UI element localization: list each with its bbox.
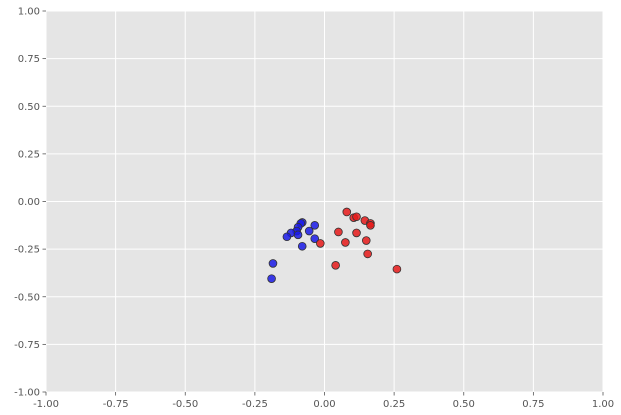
x-tick-label: -1.00 bbox=[33, 399, 59, 410]
scatter-point-series-1 bbox=[352, 212, 361, 222]
data-points bbox=[267, 207, 402, 283]
scatter-point-series-1 bbox=[392, 264, 402, 274]
y-tick-label: 0.00 bbox=[18, 197, 40, 208]
scatter-point-series-1 bbox=[366, 221, 375, 230]
scatter-point-series-1 bbox=[316, 239, 325, 248]
y-tick-label: -0.75 bbox=[14, 340, 40, 351]
y-tick-label: 0.25 bbox=[18, 149, 40, 160]
scatter-point-series-0 bbox=[310, 221, 320, 230]
scatter-point-series-1 bbox=[342, 207, 352, 217]
y-tick-label: -0.50 bbox=[14, 292, 40, 303]
scatter-point-series-0 bbox=[304, 226, 314, 236]
y-tick-label: 0.50 bbox=[18, 102, 40, 113]
x-tick-label: -0.25 bbox=[242, 399, 268, 410]
scatter-point-series-1 bbox=[363, 249, 372, 259]
y-tick-label: -0.25 bbox=[14, 245, 40, 256]
x-tick-labels: -1.00 -0.75 -0.50 -0.25 0.00 0.25 0.50 0.75 1.00 bbox=[33, 392, 614, 410]
y-tick-label: -1.00 bbox=[14, 388, 40, 399]
x-tick-label: 0.50 bbox=[453, 399, 475, 410]
scatter-point-series-0 bbox=[267, 274, 276, 283]
scatter-point-series-1 bbox=[334, 227, 343, 237]
x-tick-label: 0.25 bbox=[383, 399, 405, 410]
scatter-point-series-1 bbox=[341, 238, 350, 247]
grid-lines bbox=[45, 10, 604, 393]
scatter-point-series-0 bbox=[282, 232, 292, 242]
x-tick-label: 0.00 bbox=[313, 399, 335, 410]
y-tick-labels: 1.00 0.75 0.50 0.25 0.00 -0.25 -0.50 -0.75 -1.00 bbox=[14, 7, 46, 399]
scatter-point-series-0 bbox=[268, 259, 278, 268]
x-tick-label: 0.75 bbox=[522, 399, 544, 410]
y-tick-label: 0.75 bbox=[18, 54, 40, 65]
scatter-point-series-0 bbox=[297, 241, 307, 251]
x-tick-label: -0.75 bbox=[103, 399, 129, 410]
scatter-point-series-1 bbox=[331, 261, 340, 270]
scatter-point-series-0 bbox=[310, 234, 320, 243]
scatter-point-series-1 bbox=[361, 236, 371, 245]
scatter-point-series-1 bbox=[352, 228, 361, 238]
x-tick-label: -0.50 bbox=[172, 399, 198, 410]
scatter-point-series-0 bbox=[293, 230, 303, 240]
x-tick-label: 1.00 bbox=[592, 399, 614, 410]
y-tick-label: 1.00 bbox=[18, 7, 40, 18]
